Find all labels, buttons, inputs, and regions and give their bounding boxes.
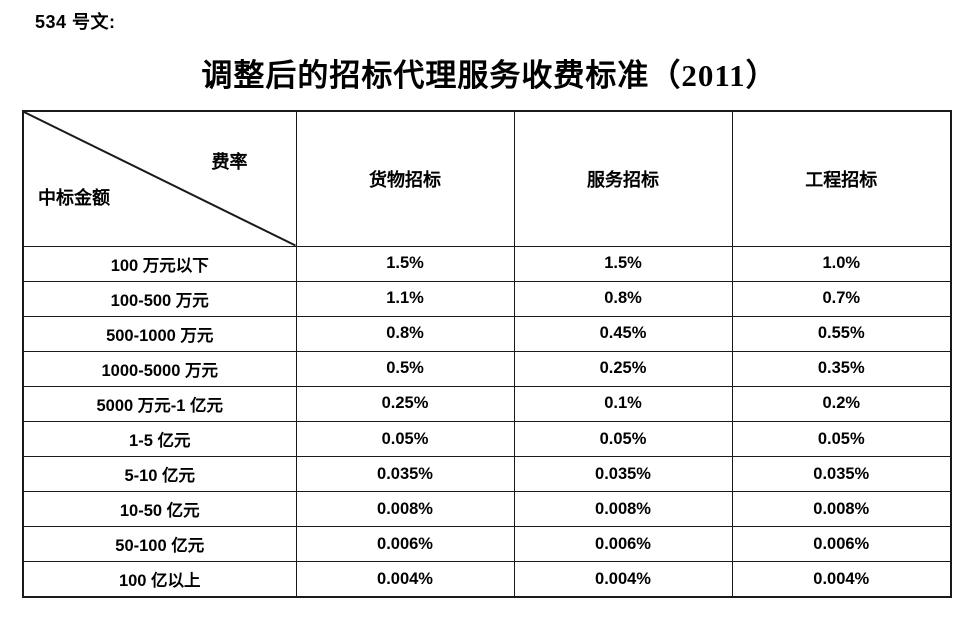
rate-cell: 0.004% [513, 561, 733, 598]
rate-cell: 0.006% [731, 526, 952, 563]
page-title: 调整后的招标代理服务收费标准（2011） [201, 58, 778, 93]
rate-cell: 0.008% [513, 491, 733, 528]
rate-cell: 0.035% [513, 456, 733, 493]
rate-cell: 0.004% [731, 561, 952, 598]
rate-cell: 0.5% [295, 350, 515, 387]
amount-range-cell: 100 万元以下 [22, 245, 297, 282]
rate-cell: 0.006% [513, 526, 733, 563]
rate-cell: 0.45% [513, 315, 733, 352]
amount-range-cell: 50-100 亿元 [22, 526, 297, 563]
column-header-goods: 货物招标 [295, 110, 515, 247]
rate-cell: 0.55% [731, 315, 952, 352]
table-row: 500-1000 万元 0.8% 0.45% 0.55% [22, 315, 952, 352]
rate-cell: 0.008% [731, 491, 952, 528]
rate-cell: 1.1% [295, 280, 515, 317]
rate-cell: 0.008% [295, 491, 515, 528]
rate-cell: 0.05% [295, 420, 515, 458]
table-row: 10-50 亿元 0.008% 0.008% 0.008% [22, 491, 952, 528]
fee-rate-table: 费率 中标金额 货物招标 服务招标 工程招标 100 万元以下 1.5% 1.5… [22, 110, 952, 598]
doc-number-label: 534 号文: [35, 12, 116, 32]
amount-range-cell: 5-10 亿元 [22, 456, 297, 493]
amount-range-cell: 5000 万元-1 亿元 [22, 385, 297, 422]
column-header-services: 服务招标 [513, 110, 733, 247]
diagonal-divider [24, 112, 296, 246]
table-row: 50-100 亿元 0.006% 0.006% 0.006% [22, 526, 952, 563]
rate-cell: 0.25% [513, 350, 733, 387]
rate-cell: 1.0% [731, 245, 952, 282]
rate-cell: 0.035% [295, 456, 515, 493]
table-row: 100-500 万元 1.1% 0.8% 0.7% [22, 280, 952, 317]
rate-cell: 0.004% [295, 561, 515, 598]
rate-cell: 0.05% [731, 420, 952, 458]
rate-cell: 0.2% [731, 385, 952, 422]
table-row: 100 万元以下 1.5% 1.5% 1.0% [22, 245, 952, 282]
table-row: 1-5 亿元 0.05% 0.05% 0.05% [22, 420, 952, 458]
table-row: 100 亿以上 0.004% 0.004% 0.004% [22, 561, 952, 598]
rate-cell: 0.8% [513, 280, 733, 317]
rate-cell: 1.5% [295, 245, 515, 282]
rate-cell: 0.035% [731, 456, 952, 493]
amount-range-cell: 1-5 亿元 [22, 420, 297, 458]
amount-range-cell: 1000-5000 万元 [22, 350, 297, 387]
rate-cell: 1.5% [513, 245, 733, 282]
corner-label-rate: 费率 [211, 152, 248, 172]
rate-cell: 0.7% [731, 280, 952, 317]
rate-cell: 0.25% [295, 385, 515, 422]
amount-range-cell: 100-500 万元 [22, 280, 297, 317]
corner-header-cell: 费率 中标金额 [22, 110, 297, 247]
amount-range-cell: 500-1000 万元 [22, 315, 297, 352]
rate-cell: 0.006% [295, 526, 515, 563]
amount-range-cell: 10-50 亿元 [22, 491, 297, 528]
table-row: 5-10 亿元 0.035% 0.035% 0.035% [22, 456, 952, 493]
rate-cell: 0.05% [513, 420, 733, 458]
rate-cell: 0.8% [295, 315, 515, 352]
column-header-engineering: 工程招标 [731, 110, 952, 247]
rate-cell: 0.35% [731, 350, 952, 387]
rate-cell: 0.1% [513, 385, 733, 422]
table-row: 5000 万元-1 亿元 0.25% 0.1% 0.2% [22, 385, 952, 422]
table-row: 1000-5000 万元 0.5% 0.25% 0.35% [22, 350, 952, 387]
table-header-row: 费率 中标金额 货物招标 服务招标 工程招标 [22, 110, 952, 247]
corner-label-amount: 中标金额 [38, 188, 110, 208]
amount-range-cell: 100 亿以上 [22, 561, 297, 598]
